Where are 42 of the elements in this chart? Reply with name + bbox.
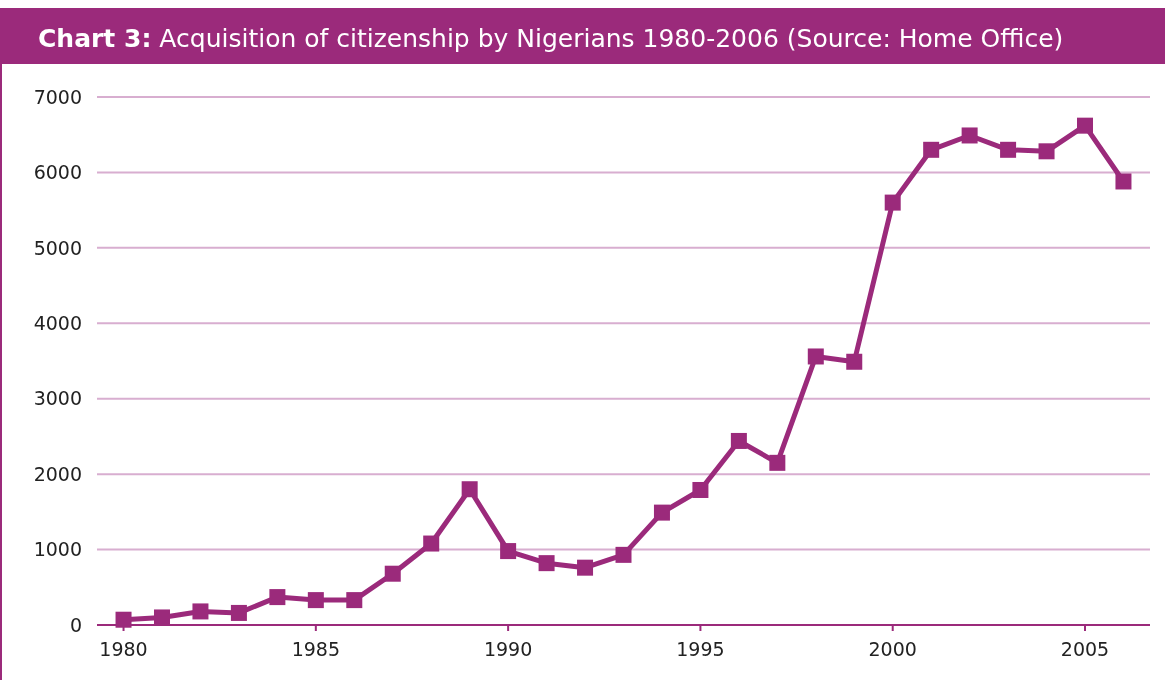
point [1115,173,1132,190]
point [769,454,786,471]
point [577,559,594,576]
point [192,603,209,620]
point [154,609,170,626]
point [692,481,709,498]
y-tick-label: 2000 [33,462,82,485]
x-tick-label: 2000 [868,638,917,660]
point [269,589,286,606]
x-tick-label: 2005 [1060,638,1110,660]
y-tick-label: 0 [69,613,82,636]
y-tick-label: 6000 [33,161,82,184]
point [846,353,863,370]
x-tick-label: 1985 [291,638,341,660]
y-tick-label: 4000 [33,311,82,334]
x-tick-label: 1990 [483,638,533,660]
point [346,592,363,609]
point [653,504,670,521]
point [961,127,978,144]
point [423,535,440,552]
point [730,432,747,449]
point [307,592,324,609]
chart-title: Chart 3: Acquisition of citizenship by Nigerians 1980-2006 (Source: Home Office) [38,24,1064,53]
point [1077,117,1093,134]
y-tick-label: 1000 [33,538,82,561]
point [461,481,478,498]
point [923,141,940,158]
x-tick-label: 1980 [99,638,148,660]
point [1038,143,1055,160]
point [500,543,517,560]
x-tick-label: 1995 [676,638,725,660]
y-tick-label: 3000 [33,387,82,410]
point [807,348,824,365]
y-tick-label: 7000 [33,85,82,108]
point [884,194,901,211]
point [538,555,555,572]
y-tick-label: 5000 [33,236,82,259]
point [230,604,247,621]
point [115,611,132,628]
point [615,546,632,563]
point [1000,141,1017,158]
point [384,565,401,582]
